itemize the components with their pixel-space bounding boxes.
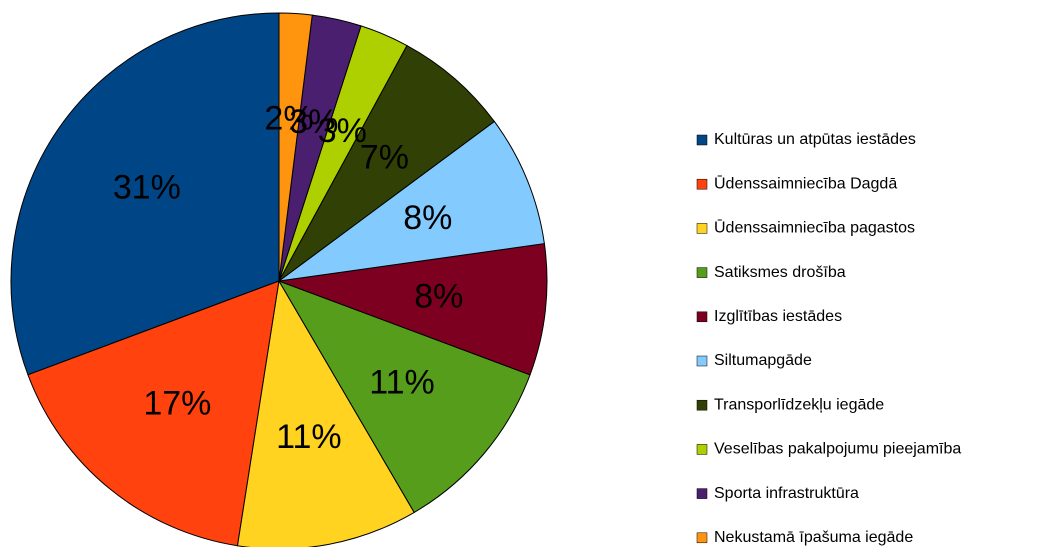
data-label: 7% xyxy=(360,139,409,177)
pie-slice xyxy=(278,243,548,376)
legend-label: Izglītības iestādes xyxy=(714,308,842,325)
pie-slice xyxy=(277,280,531,514)
data-label: 11% xyxy=(369,364,435,402)
pie-slice xyxy=(278,12,313,282)
data-label: 8% xyxy=(414,277,463,315)
pie-slice xyxy=(10,12,280,376)
legend-label: Veselības pakalpojumu pieejamība xyxy=(714,441,961,458)
data-label: 17% xyxy=(143,385,211,423)
pie-slice xyxy=(278,44,496,282)
legend-label: Ūdenssaimniecība Dagdā xyxy=(714,174,897,192)
legend-swatch xyxy=(696,444,708,455)
pie-slice xyxy=(278,120,545,282)
legend-label: Kultūras un atpūtas iestādes xyxy=(714,131,916,148)
pie-slice xyxy=(236,279,415,547)
data-label: 3% xyxy=(289,103,338,141)
legend-swatch xyxy=(696,399,708,411)
data-label: 3% xyxy=(318,112,367,150)
legend-swatch xyxy=(696,134,708,146)
data-label: 11% xyxy=(276,418,342,456)
legend-swatch xyxy=(696,488,708,499)
legend-label: Sporta infrastruktūra xyxy=(714,485,859,502)
legend-swatch xyxy=(696,223,708,234)
data-label: 2% xyxy=(264,99,313,137)
legend-swatch xyxy=(696,355,708,367)
legend-label: Siltumapgāde xyxy=(714,352,812,369)
legend-swatch xyxy=(696,532,708,544)
data-label: 8% xyxy=(403,199,452,237)
legend-label: Ūdenssaimniecība pagastos xyxy=(714,219,915,237)
pie-slice xyxy=(27,280,280,547)
legend-swatch xyxy=(696,178,708,190)
data-label: 31% xyxy=(113,168,181,206)
legend-swatch xyxy=(696,311,708,323)
legend-label: Satiksmes drošība xyxy=(714,264,846,281)
legend-label: Transporlīdzekļu iegāde xyxy=(714,396,884,413)
legend-swatch xyxy=(696,267,708,278)
legend-label: Nekustamā īpašuma iegāde xyxy=(714,529,913,546)
